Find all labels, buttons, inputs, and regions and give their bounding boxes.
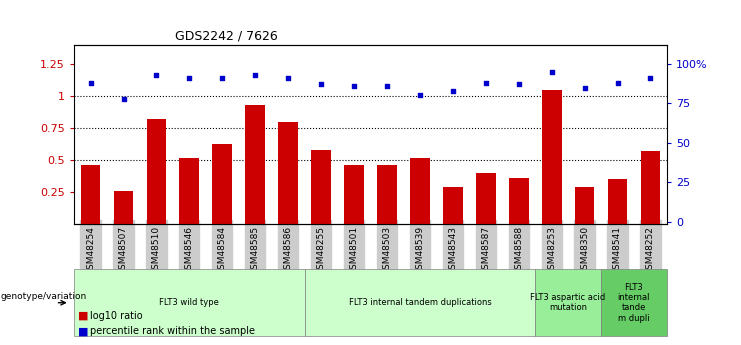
Point [184, 75, 196, 81]
Bar [147, 119, 166, 224]
Text: FLT3
internal
tande
m dupli: FLT3 internal tande m dupli [618, 283, 650, 323]
Point [84, 80, 96, 86]
Text: ■: ■ [78, 326, 88, 336]
Bar [81, 165, 101, 224]
Point [480, 80, 492, 86]
Bar [245, 105, 265, 224]
Bar [608, 179, 628, 224]
Point [118, 96, 130, 101]
Point [513, 82, 525, 87]
Bar [575, 187, 594, 224]
Point [282, 75, 294, 81]
Text: GDS2242 / 7626: GDS2242 / 7626 [175, 29, 278, 42]
Text: percentile rank within the sample: percentile rank within the sample [90, 326, 256, 336]
Text: ■: ■ [78, 311, 88, 321]
Text: FLT3 internal tandem duplications: FLT3 internal tandem duplications [348, 298, 491, 307]
Point [447, 88, 459, 93]
Text: FLT3 aspartic acid
mutation: FLT3 aspartic acid mutation [531, 293, 605, 313]
Point [545, 69, 557, 75]
Point [216, 75, 228, 81]
Bar [279, 122, 298, 224]
Bar [344, 165, 364, 224]
Bar [443, 187, 462, 224]
Bar [113, 191, 133, 224]
Bar [509, 178, 528, 224]
Bar [410, 158, 430, 224]
Text: genotype/variation: genotype/variation [1, 292, 87, 301]
Text: log10 ratio: log10 ratio [90, 311, 143, 321]
Point [348, 83, 360, 89]
Point [414, 93, 426, 98]
Point [315, 82, 327, 87]
Point [150, 72, 162, 78]
Bar [640, 151, 660, 224]
Bar [542, 90, 562, 224]
Text: FLT3 wild type: FLT3 wild type [159, 298, 219, 307]
Bar [311, 150, 331, 224]
Point [249, 72, 261, 78]
Bar [377, 165, 397, 224]
Bar [213, 144, 232, 224]
Point [645, 75, 657, 81]
Point [381, 83, 393, 89]
Bar [179, 158, 199, 224]
Bar [476, 173, 496, 224]
Point [579, 85, 591, 90]
Point [611, 80, 623, 86]
